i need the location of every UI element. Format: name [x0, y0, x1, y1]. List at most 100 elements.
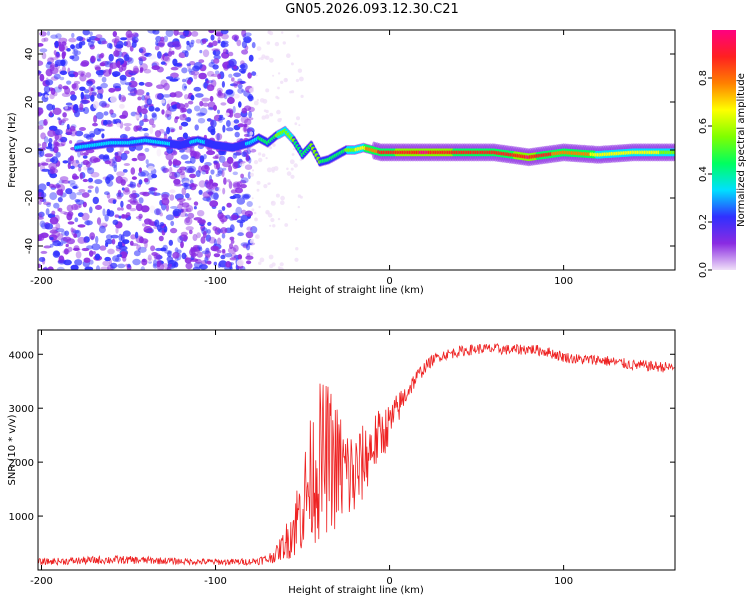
- spectrogram-noise-cell: [193, 206, 197, 210]
- spectrogram-noise-cell: [73, 48, 78, 56]
- spectrogram-noise-cell: [176, 168, 183, 174]
- spectrogram-noise-cell: [145, 159, 149, 165]
- spectrogram-noise-cell: [181, 202, 190, 208]
- spectrogram-noise-cell: [51, 226, 59, 231]
- spectrogram-noise-cell: [77, 224, 86, 228]
- spectrogram-noise-cell: [226, 108, 234, 115]
- spectrogram-noise-cell: [231, 34, 240, 41]
- spectrogram-noise-cell: [232, 105, 236, 114]
- spectrogram-noise-cell: [134, 113, 141, 119]
- spectrogram-noise-cell: [196, 251, 203, 258]
- spectrogram-noise-cell: [88, 86, 93, 93]
- spectrogram-noise-cell: [297, 68, 303, 73]
- spectrogram-noise-cell: [212, 40, 218, 47]
- spectrogram-noise-cell: [134, 231, 139, 239]
- spectrogram-noise-cell: [43, 245, 52, 249]
- spectrogram-noise-cell: [226, 89, 235, 98]
- spectrogram-noise-cell: [144, 229, 153, 233]
- spectrogram-noise-cell: [226, 156, 234, 164]
- spectrogram-noise-cell: [251, 169, 255, 172]
- spectrogram-noise-cell: [42, 267, 48, 270]
- spectrogram-noise-cell: [149, 126, 154, 134]
- spectrogram-noise-cell: [193, 86, 202, 92]
- spectrogram-noise-cell: [62, 112, 67, 118]
- spectrogram-noise-cell: [244, 32, 252, 37]
- spectrogram-noise-cell: [263, 109, 267, 112]
- snr-frame: [37, 329, 676, 571]
- spectrogram-noise-cell: [172, 158, 178, 164]
- spectrogram-noise-cell: [249, 131, 254, 136]
- spectrogram-noise-cell: [52, 107, 62, 116]
- spectrogram-noise-cell: [217, 228, 223, 234]
- spectrogram-noise-cell: [179, 149, 185, 153]
- spectrogram-noise-cell: [120, 207, 124, 211]
- spectrogram-noise-cell: [124, 126, 131, 132]
- spectrogram-noise-cell: [154, 45, 160, 51]
- spectrogram-noise-cell: [88, 177, 93, 183]
- spectrogram-noise-cell: [104, 256, 111, 262]
- spectrogram-noise-cell: [40, 132, 46, 140]
- spectrogram-noise-cell: [51, 210, 56, 215]
- spectrogram-noise-cell: [271, 166, 276, 171]
- spectrogram-noise-cell: [210, 119, 217, 128]
- spectrogram-noise-cell: [39, 220, 46, 228]
- spectrogram-noise-cell: [237, 232, 244, 237]
- spectrogram-noise-cell: [191, 182, 195, 187]
- spectrogram-noise-cell: [167, 260, 175, 264]
- spectrogram-noise-cell: [123, 163, 131, 166]
- spectrogram-noise-cell: [55, 222, 61, 230]
- spectrogram-noise-cell: [142, 127, 149, 132]
- spectrogram-noise-cell: [154, 208, 162, 216]
- colorbar-tick-label: 0.0: [698, 262, 709, 278]
- spectrogram-noise-cell: [80, 99, 89, 105]
- spectrogram-noise-cell: [67, 246, 73, 252]
- spectrogram-noise-cell: [55, 228, 65, 233]
- spectrogram-noise-cell: [245, 154, 250, 162]
- spectrogram-noise-cell: [140, 266, 145, 270]
- spectrogram-noise-cell: [138, 197, 144, 204]
- spectrogram-noise-cell: [69, 155, 75, 162]
- spectrogram-noise-cell: [189, 229, 193, 235]
- spectrogram-noise-cell: [92, 122, 98, 127]
- spectrogram-noise-cell: [112, 199, 117, 204]
- spectrogram-noise-cell: [165, 109, 172, 117]
- spectrogram-noise-cell: [253, 160, 259, 165]
- spectrogram-noise-cell: [163, 55, 171, 64]
- spectrogram-noise-cell: [59, 76, 65, 81]
- spectrogram-noise-cell: [235, 206, 243, 215]
- spectrogram-noise-cell: [49, 166, 56, 175]
- spectrogram-noise-cell: [78, 203, 82, 208]
- spectrogram-noise-cell: [230, 189, 237, 194]
- spectrogram-noise-cell: [185, 205, 194, 213]
- spectrogram-noise-cell: [228, 181, 233, 189]
- spectrogram-noise-cell: [188, 70, 196, 76]
- figure-title: GN05.2026.093.12.30.C21: [285, 2, 459, 17]
- spectrogram-noise-cell: [62, 236, 72, 242]
- spectrogram-noise-cell: [250, 226, 258, 234]
- spectrogram-noise-cell: [101, 221, 107, 226]
- spectrogram-noise-cell: [231, 252, 237, 260]
- spectrogram-noise-cell: [210, 169, 215, 175]
- spectrogram-noise-cell: [228, 51, 234, 57]
- spectrogram-noise-cell: [144, 147, 150, 153]
- spectrogram-noise-cell: [212, 64, 219, 70]
- spectrogram-noise-cell: [205, 181, 214, 190]
- spectrogram-noise-cell: [216, 87, 223, 94]
- spectrogram-noise-cell: [109, 175, 115, 180]
- spectrogram-noise-cell: [156, 263, 165, 270]
- spectrogram-noise-cell: [219, 114, 224, 118]
- spectrogram-noise-cell: [258, 205, 261, 209]
- spectrogram-noise-cell: [112, 156, 117, 164]
- spectrogram-noise-cell: [69, 55, 75, 60]
- spectrogram-noise-cell: [50, 62, 56, 69]
- spectrogram-noise-cell: [47, 142, 53, 148]
- spectrogram-noise-cell: [83, 166, 89, 171]
- spectrogram-noise-cell: [118, 66, 123, 73]
- spectrogram-noise-cell: [94, 253, 101, 261]
- spectrogram-noise-cell: [61, 119, 66, 124]
- spectrogram-noise-cell: [149, 205, 156, 214]
- spectrogram-noise-cell: [115, 227, 119, 234]
- spectrogram-noise-cell: [136, 244, 142, 251]
- spectrogram-y-tick-label: 20: [24, 96, 35, 109]
- spectrogram-noise-cell: [121, 110, 129, 119]
